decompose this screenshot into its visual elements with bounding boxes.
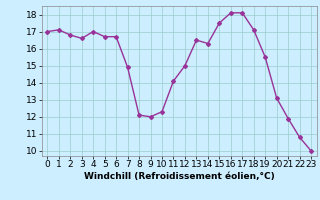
X-axis label: Windchill (Refroidissement éolien,°C): Windchill (Refroidissement éolien,°C) bbox=[84, 172, 275, 181]
